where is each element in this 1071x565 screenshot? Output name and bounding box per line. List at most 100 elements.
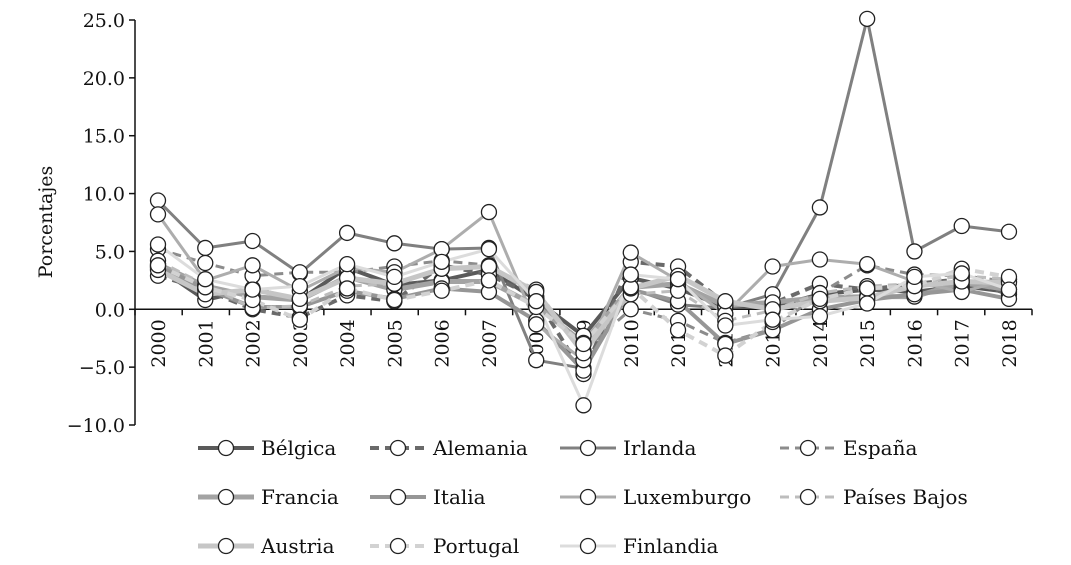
x-tick-label: 2000 bbox=[148, 319, 170, 367]
data-point bbox=[480, 203, 498, 221]
data-point bbox=[622, 301, 639, 318]
data-point bbox=[859, 10, 876, 27]
data-point bbox=[764, 311, 781, 328]
data-point bbox=[811, 308, 829, 325]
data-point bbox=[811, 251, 829, 268]
x-tick-label: 2017 bbox=[952, 319, 974, 367]
x-tick-label: 2003 bbox=[290, 319, 312, 367]
data-point bbox=[480, 272, 498, 289]
data-point bbox=[244, 281, 261, 298]
data-point bbox=[291, 311, 308, 328]
data-point bbox=[528, 293, 545, 310]
data-point bbox=[717, 347, 734, 364]
y-tick-label: 15.0 bbox=[83, 126, 125, 148]
y-tick-label: 25.0 bbox=[83, 10, 125, 32]
legend-label: Italia bbox=[433, 485, 486, 509]
legend-marker bbox=[579, 439, 597, 457]
data-point bbox=[622, 244, 639, 261]
legend-label: Francia bbox=[261, 485, 339, 509]
data-point bbox=[244, 257, 261, 274]
data-point bbox=[338, 280, 356, 297]
x-tick-label: 2014 bbox=[810, 319, 832, 367]
data-point bbox=[338, 256, 356, 273]
x-tick-label: 2005 bbox=[384, 319, 406, 367]
x-tick-label: 2007 bbox=[479, 319, 501, 367]
x-tick-label: 2018 bbox=[999, 319, 1021, 367]
legend-item: Alemania bbox=[370, 436, 528, 460]
data-point bbox=[575, 397, 592, 414]
legend-item: Bélgica bbox=[198, 436, 336, 460]
data-point bbox=[528, 316, 545, 333]
x-tick-label: 2006 bbox=[432, 319, 454, 367]
legend-marker bbox=[217, 488, 235, 506]
legend-item: Italia bbox=[370, 485, 486, 509]
legend-marker bbox=[799, 488, 817, 506]
data-point bbox=[197, 254, 214, 272]
data-point bbox=[149, 257, 167, 274]
legend-label: Alemania bbox=[432, 436, 528, 460]
data-point bbox=[386, 291, 403, 309]
data-point bbox=[197, 239, 214, 257]
data-point bbox=[386, 268, 403, 286]
legend-marker bbox=[579, 537, 597, 555]
data-point bbox=[906, 268, 923, 286]
data-point bbox=[859, 256, 876, 273]
legend-marker bbox=[217, 537, 235, 555]
data-point bbox=[433, 253, 450, 270]
data-point bbox=[953, 265, 970, 282]
y-tick-label: 10.0 bbox=[83, 184, 125, 206]
data-point bbox=[811, 290, 829, 308]
legend-marker bbox=[799, 439, 817, 457]
legend-item: Países Bajos bbox=[780, 485, 968, 509]
legend: Bélgica Alemania Irlanda España Francia Itali… bbox=[198, 436, 968, 558]
data-point bbox=[197, 271, 214, 288]
y-tick-label: 0.0 bbox=[95, 299, 125, 321]
legend-item: Irlanda bbox=[560, 436, 696, 460]
data-point bbox=[859, 295, 876, 312]
legend-label: Portugal bbox=[433, 534, 519, 558]
legend-label: España bbox=[843, 436, 917, 460]
x-tick-label: 2015 bbox=[857, 319, 879, 367]
data-point bbox=[480, 258, 498, 275]
data-point bbox=[528, 352, 545, 369]
data-point bbox=[149, 236, 167, 253]
data-point bbox=[1000, 281, 1018, 298]
legend-item: Austria bbox=[198, 534, 335, 558]
legend-marker bbox=[389, 488, 407, 506]
legend-marker bbox=[217, 439, 235, 457]
data-point bbox=[386, 235, 403, 252]
data-point bbox=[433, 282, 450, 299]
y-tick-label: 5.0 bbox=[95, 241, 125, 263]
legend-marker bbox=[389, 537, 407, 555]
y-axis: −10.0 −5.0 0.0 5.0 10.0 15.0 20.0 25.0 bbox=[67, 10, 136, 437]
legend-label: Finlandia bbox=[623, 534, 719, 558]
data-point bbox=[859, 280, 876, 297]
data-point bbox=[906, 243, 923, 260]
legend-label: Austria bbox=[260, 534, 335, 558]
legend-label: Países Bajos bbox=[843, 485, 968, 509]
data-point bbox=[669, 321, 687, 339]
data-point bbox=[669, 271, 687, 288]
legend-label: Irlanda bbox=[623, 436, 696, 460]
data-point bbox=[149, 192, 167, 209]
data-point bbox=[291, 277, 308, 295]
markers-layer bbox=[149, 10, 1018, 414]
legend-item: Luxemburgo bbox=[560, 485, 751, 509]
data-point bbox=[764, 258, 781, 275]
legend-marker bbox=[579, 488, 597, 506]
data-point bbox=[244, 232, 261, 250]
data-point bbox=[717, 293, 734, 310]
x-tick-label: 2004 bbox=[337, 319, 359, 367]
legend-label: Bélgica bbox=[261, 436, 336, 460]
data-point bbox=[811, 199, 829, 216]
legend-item: España bbox=[780, 436, 917, 460]
data-point bbox=[480, 240, 498, 258]
data-point bbox=[575, 335, 592, 353]
y-axis-title: Porcentajes bbox=[35, 166, 57, 279]
data-point bbox=[291, 264, 308, 281]
legend-item: Portugal bbox=[370, 534, 519, 558]
y-tick-label: 20.0 bbox=[83, 68, 125, 90]
legend-label: Luxemburgo bbox=[623, 485, 751, 509]
x-tick-label: 2001 bbox=[195, 319, 217, 367]
